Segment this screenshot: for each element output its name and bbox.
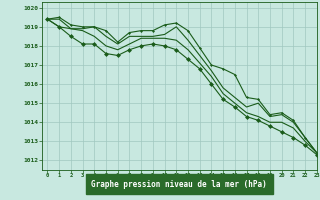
- X-axis label: Graphe pression niveau de la mer (hPa): Graphe pression niveau de la mer (hPa): [91, 180, 267, 189]
